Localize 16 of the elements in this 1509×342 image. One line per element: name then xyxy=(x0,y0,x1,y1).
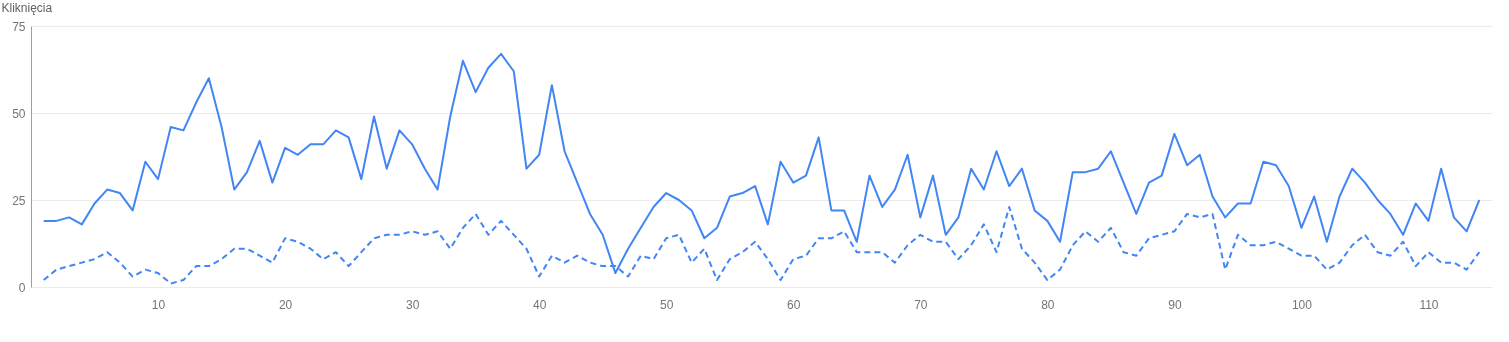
x-tick-label: 70 xyxy=(914,297,928,312)
x-tick-label: 40 xyxy=(532,297,547,312)
x-tick-label: 30 xyxy=(405,297,420,312)
x-tick-label: 80 xyxy=(1041,297,1055,312)
y-tick-label: 75 xyxy=(12,19,26,34)
y-tick-label: 25 xyxy=(12,193,26,208)
x-tick-label: 20 xyxy=(278,297,293,312)
y-tick-label: 50 xyxy=(12,106,26,121)
x-tick-label: 100 xyxy=(1291,297,1313,312)
x-tick-label: 60 xyxy=(787,297,801,312)
y-tick-label: 0 xyxy=(18,280,26,295)
x-tick-label: 10 xyxy=(151,297,166,312)
x-tick-label: 90 xyxy=(1168,297,1182,312)
x-tick-label: 110 xyxy=(1419,297,1439,312)
x-tick-label: 50 xyxy=(660,297,674,312)
y-axis-title: Kliknięcia xyxy=(1,0,53,15)
